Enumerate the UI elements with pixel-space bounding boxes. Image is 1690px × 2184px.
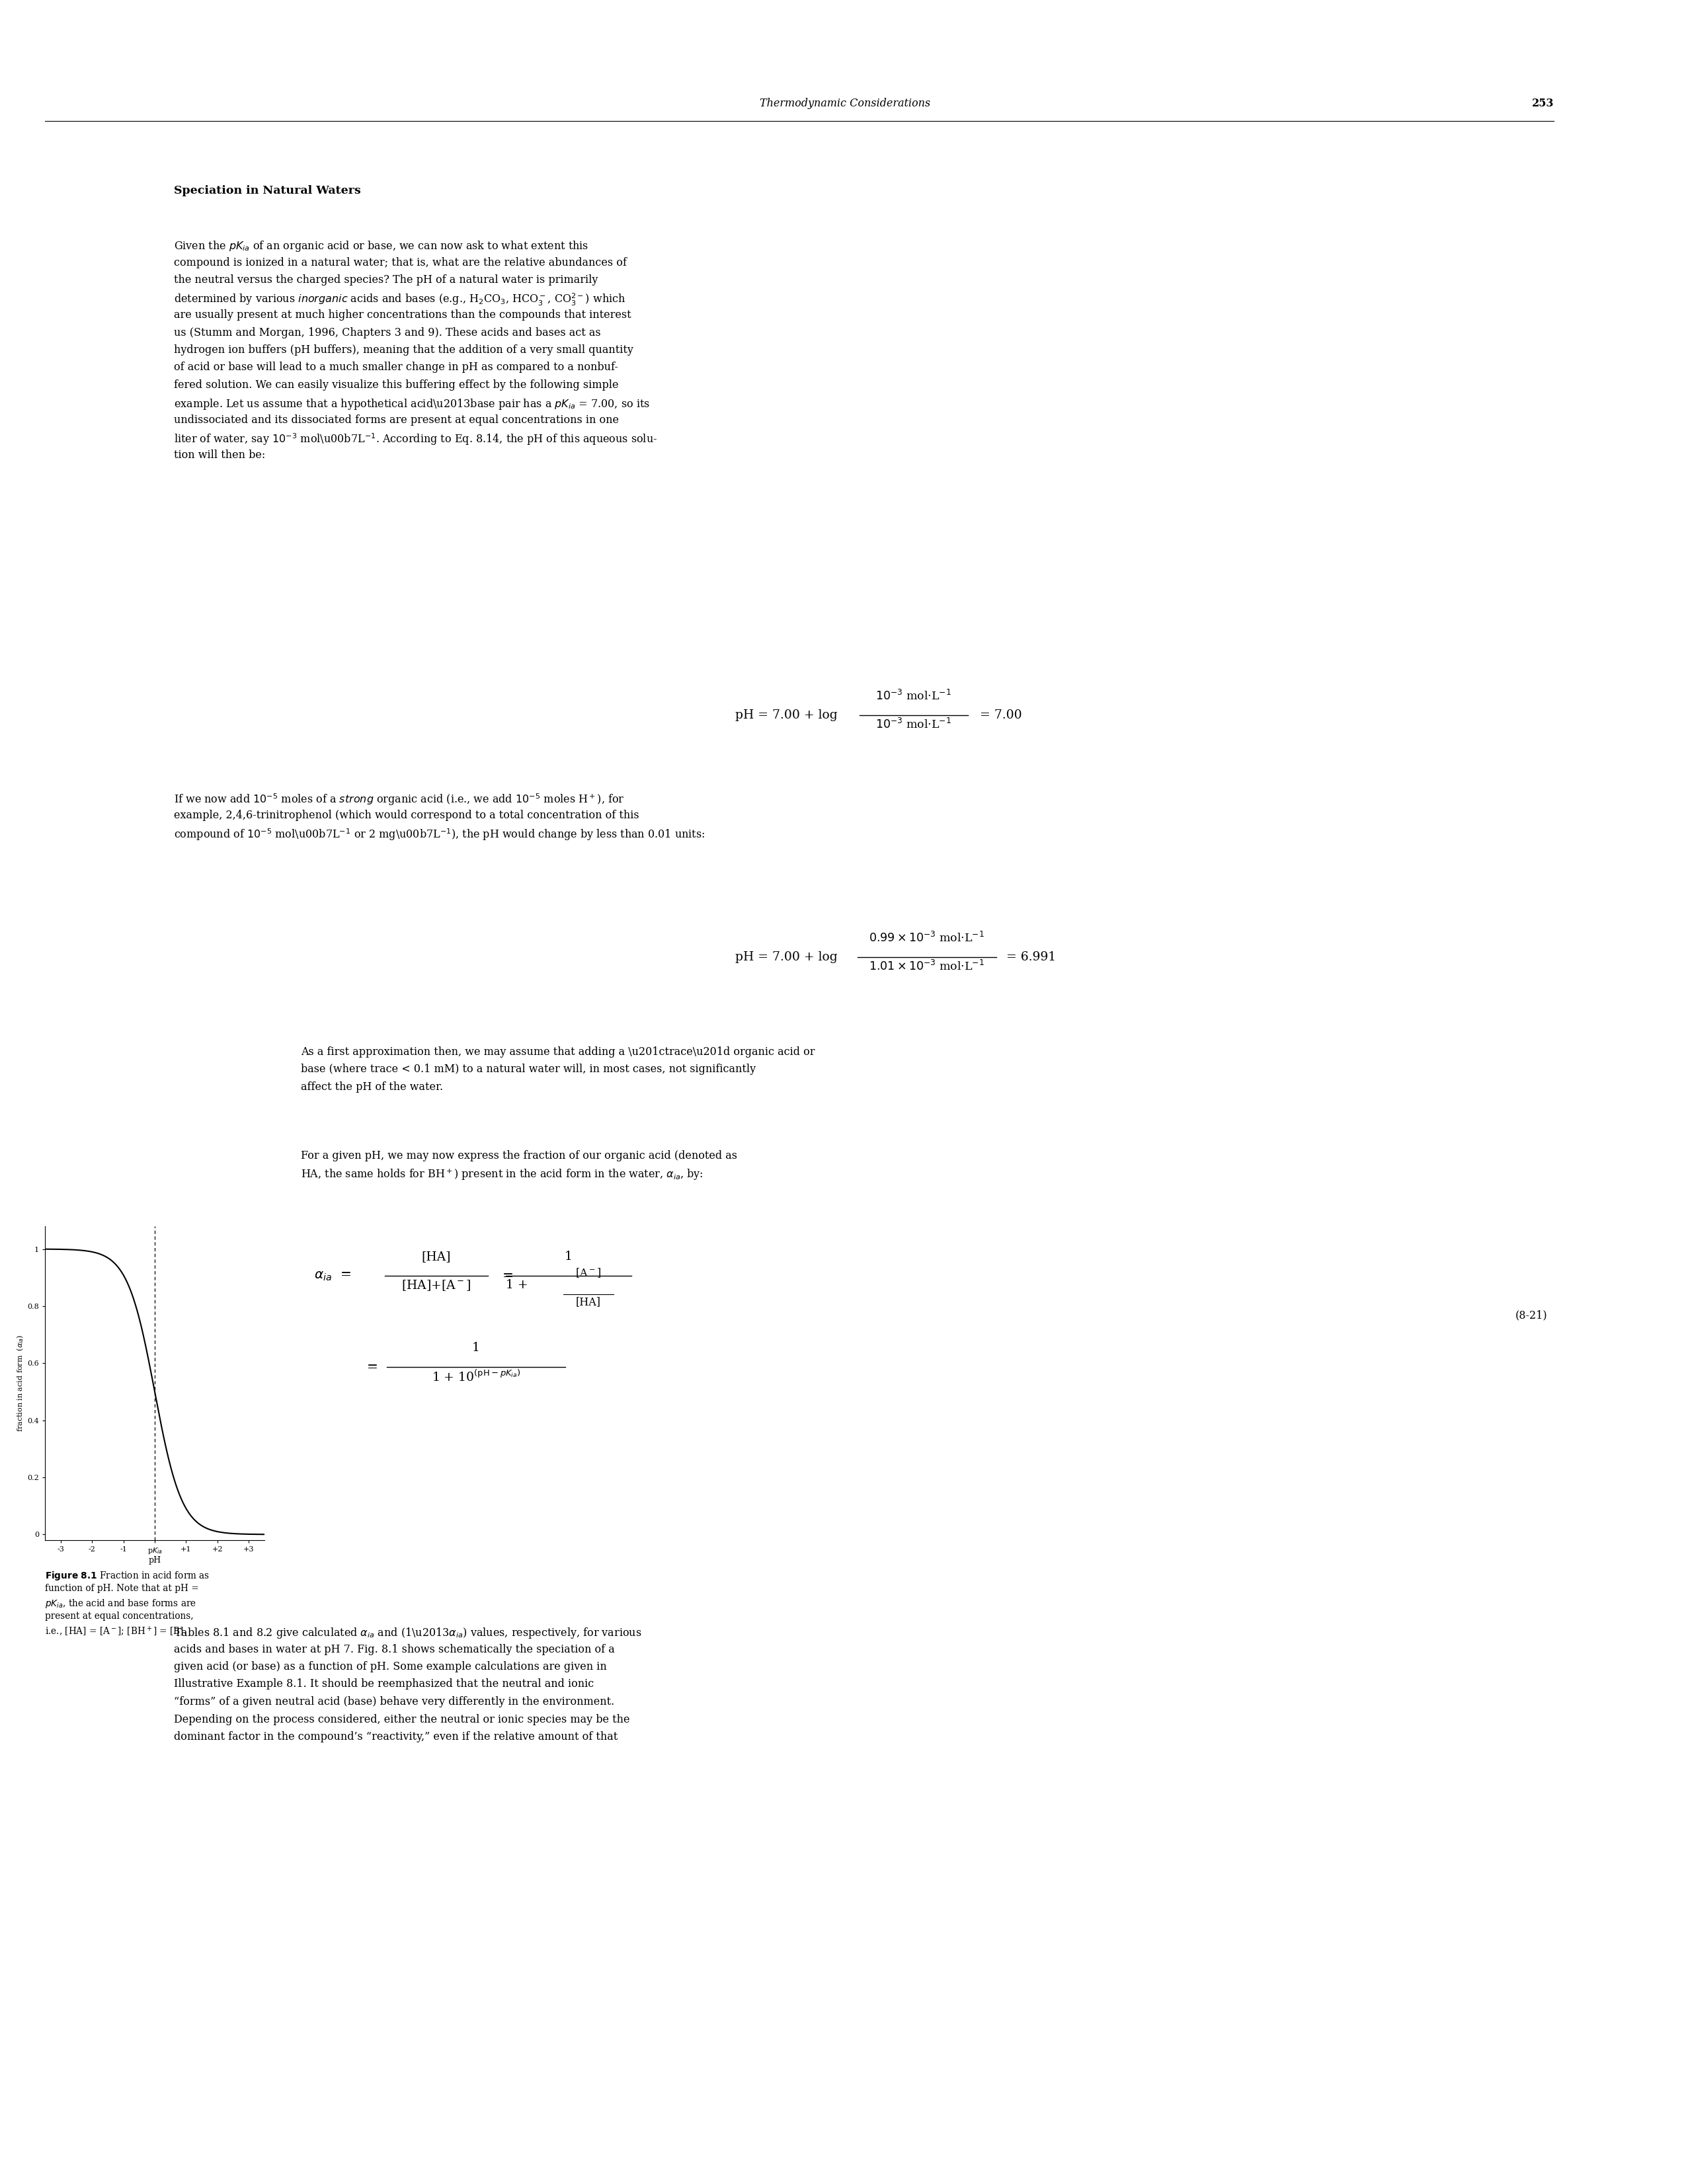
Text: [HA]: [HA] bbox=[576, 1297, 602, 1308]
Text: “forms” of a given neutral acid (base) behave very differently in the environmen: “forms” of a given neutral acid (base) b… bbox=[174, 1697, 615, 1708]
X-axis label: pH: pH bbox=[149, 1557, 161, 1566]
Text: [HA]: [HA] bbox=[422, 1251, 451, 1262]
Text: 1 + 10$^{(\mathrm{pH}-pK_{ia})}$: 1 + 10$^{(\mathrm{pH}-pK_{ia})}$ bbox=[431, 1369, 521, 1385]
Text: (8-21): (8-21) bbox=[1514, 1310, 1546, 1321]
Text: example, 2,4,6-trinitrophenol (which would correspond to a total concentration o: example, 2,4,6-trinitrophenol (which wou… bbox=[174, 810, 639, 821]
Y-axis label: fraction in acid form  ($\alpha_{ia}$): fraction in acid form ($\alpha_{ia}$) bbox=[15, 1334, 25, 1433]
Text: function of pH. Note that at pH =: function of pH. Note that at pH = bbox=[46, 1583, 199, 1592]
Text: hydrogen ion buffers (pH buffers), meaning that the addition of a very small qua: hydrogen ion buffers (pH buffers), meani… bbox=[174, 345, 634, 356]
Text: 1 +: 1 + bbox=[505, 1280, 527, 1291]
Text: pH = 7.00 + log: pH = 7.00 + log bbox=[735, 710, 838, 721]
Text: Given the $pK_{ia}$ of an organic acid or base, we can now ask to what extent th: Given the $pK_{ia}$ of an organic acid o… bbox=[174, 240, 588, 253]
Text: $10^{-3}$ mol$\cdot$L$^{-1}$: $10^{-3}$ mol$\cdot$L$^{-1}$ bbox=[875, 690, 951, 703]
Text: 1: 1 bbox=[564, 1251, 573, 1262]
Text: present at equal concentrations,: present at equal concentrations, bbox=[46, 1612, 193, 1621]
Text: i.e., [HA] = [A$^-$]; [BH$^+$] = [B].: i.e., [HA] = [A$^-$]; [BH$^+$] = [B]. bbox=[46, 1625, 186, 1638]
Text: [HA]+[A$^-$]: [HA]+[A$^-$] bbox=[402, 1278, 472, 1293]
Text: fered solution. We can easily visualize this buffering effect by the following s: fered solution. We can easily visualize … bbox=[174, 380, 619, 391]
Text: $pK_{ia}$, the acid and base forms are: $pK_{ia}$, the acid and base forms are bbox=[46, 1599, 196, 1610]
Text: compound of $10^{-5}$ mol\u00b7L$^{-1}$ or 2 mg\u00b7L$^{-1}$), the pH would cha: compound of $10^{-5}$ mol\u00b7L$^{-1}$ … bbox=[174, 828, 705, 843]
Text: are usually present at much higher concentrations than the compounds that intere: are usually present at much higher conce… bbox=[174, 310, 630, 321]
Text: given acid (or base) as a function of pH. Some example calculations are given in: given acid (or base) as a function of pH… bbox=[174, 1662, 607, 1673]
Text: For a given pH, we may now express the fraction of our organic acid (denoted as: For a given pH, we may now express the f… bbox=[301, 1151, 737, 1162]
Text: the neutral versus the charged species? The pH of a natural water is primarily: the neutral versus the charged species? … bbox=[174, 275, 598, 286]
Text: Speciation in Natural Waters: Speciation in Natural Waters bbox=[174, 186, 362, 197]
Text: =: = bbox=[367, 1361, 379, 1374]
Text: $\mathbf{Figure\ 8.1}$ Fraction in acid form as: $\mathbf{Figure\ 8.1}$ Fraction in acid … bbox=[46, 1570, 210, 1581]
Text: example. Let us assume that a hypothetical acid\u2013base pair has a $pK_{ia}$ =: example. Let us assume that a hypothetic… bbox=[174, 397, 651, 411]
Text: pH = 7.00 + log: pH = 7.00 + log bbox=[735, 952, 838, 963]
Text: Depending on the process considered, either the neutral or ionic species may be : Depending on the process considered, eit… bbox=[174, 1714, 630, 1725]
Text: affect the pH of the water.: affect the pH of the water. bbox=[301, 1081, 443, 1092]
Text: base (where trace < 0.1 mM) to a natural water will, in most cases, not signific: base (where trace < 0.1 mM) to a natural… bbox=[301, 1064, 755, 1075]
Text: Tables 8.1 and 8.2 give calculated $\alpha_{ia}$ and (1\u2013$\alpha_{ia}$) valu: Tables 8.1 and 8.2 give calculated $\alp… bbox=[174, 1627, 642, 1640]
Text: acids and bases in water at pH 7. Fig. 8.1 shows schematically the speciation of: acids and bases in water at pH 7. Fig. 8… bbox=[174, 1645, 615, 1655]
Text: liter of water, say $10^{-3}$ mol\u00b7L$^{-1}$. According to Eq. 8.14, the pH o: liter of water, say $10^{-3}$ mol\u00b7L… bbox=[174, 432, 657, 448]
Text: of acid or base will lead to a much smaller change in pH as compared to a nonbuf: of acid or base will lead to a much smal… bbox=[174, 363, 619, 373]
Text: =: = bbox=[502, 1269, 514, 1282]
Text: 1: 1 bbox=[472, 1341, 480, 1354]
Text: compound is ionized in a natural water; that is, what are the relative abundance: compound is ionized in a natural water; … bbox=[174, 258, 627, 269]
Text: As a first approximation then, we may assume that adding a \u201ctrace\u201d org: As a first approximation then, we may as… bbox=[301, 1046, 815, 1057]
Text: HA, the same holds for BH$^+$) present in the acid form in the water, $\alpha_{i: HA, the same holds for BH$^+$) present i… bbox=[301, 1168, 703, 1182]
Text: us (Stumm and Morgan, 1996, Chapters 3 and 9). These acids and bases act as: us (Stumm and Morgan, 1996, Chapters 3 a… bbox=[174, 328, 600, 339]
Text: Thermodynamic Considerations: Thermodynamic Considerations bbox=[760, 98, 930, 109]
Text: determined by various $\it{inorganic}$ acids and bases (e.g., H$_2$CO$_3$, HCO$_: determined by various $\it{inorganic}$ a… bbox=[174, 293, 625, 308]
Text: $0.99\times10^{-3}$ mol$\cdot$L$^{-1}$: $0.99\times10^{-3}$ mol$\cdot$L$^{-1}$ bbox=[869, 930, 985, 946]
Text: = 6.991: = 6.991 bbox=[1006, 952, 1056, 963]
Text: Illustrative Example 8.1. It should be reemphasized that the neutral and ionic: Illustrative Example 8.1. It should be r… bbox=[174, 1679, 593, 1690]
Text: $1.01\times10^{-3}$ mol$\cdot$L$^{-1}$: $1.01\times10^{-3}$ mol$\cdot$L$^{-1}$ bbox=[869, 959, 985, 974]
Text: undissociated and its dissociated forms are present at equal concentrations in o: undissociated and its dissociated forms … bbox=[174, 415, 619, 426]
Text: = 7.00: = 7.00 bbox=[980, 710, 1022, 721]
Text: [A$^-$]: [A$^-$] bbox=[576, 1267, 602, 1280]
Text: dominant factor in the compound’s “reactivity,” even if the relative amount of t: dominant factor in the compound’s “react… bbox=[174, 1732, 619, 1743]
Text: If we now add $10^{-5}$ moles of a $\it{strong}$ organic acid (i.e., we add $10^: If we now add $10^{-5}$ moles of a $\it{… bbox=[174, 793, 625, 806]
Text: $\alpha_{ia}$  =: $\alpha_{ia}$ = bbox=[314, 1269, 352, 1282]
Text: tion will then be:: tion will then be: bbox=[174, 450, 265, 461]
Text: $10^{-3}$ mol$\cdot$L$^{-1}$: $10^{-3}$ mol$\cdot$L$^{-1}$ bbox=[875, 719, 951, 732]
Text: 253: 253 bbox=[1531, 98, 1553, 109]
